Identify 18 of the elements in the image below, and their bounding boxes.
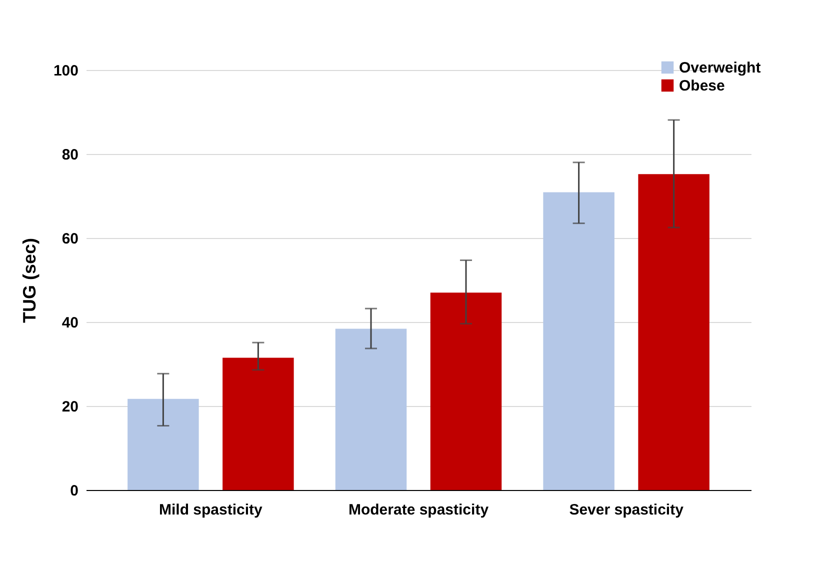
bar <box>222 358 294 490</box>
bar <box>335 328 407 490</box>
y-tick-label: 0 <box>70 482 78 500</box>
y-tick-label: 100 <box>53 62 78 80</box>
bar <box>543 192 614 490</box>
x-tick-label: Mild spasticity <box>159 502 264 518</box>
y-tick-label: 40 <box>62 314 78 332</box>
bar <box>430 292 502 490</box>
y-tick-label: 20 <box>62 398 78 416</box>
legend-label: Overweight <box>679 60 761 76</box>
y-tick-label: 80 <box>62 146 78 164</box>
y-axis-title: TUG (sec) <box>19 238 40 324</box>
legend-label: Obese <box>679 78 725 94</box>
bar <box>128 398 199 490</box>
bar <box>638 174 710 490</box>
x-tick-label: Moderate spasticity <box>348 502 490 518</box>
y-tick-label: 60 <box>62 230 78 248</box>
x-tick-label: Sever spasticity <box>569 502 684 518</box>
